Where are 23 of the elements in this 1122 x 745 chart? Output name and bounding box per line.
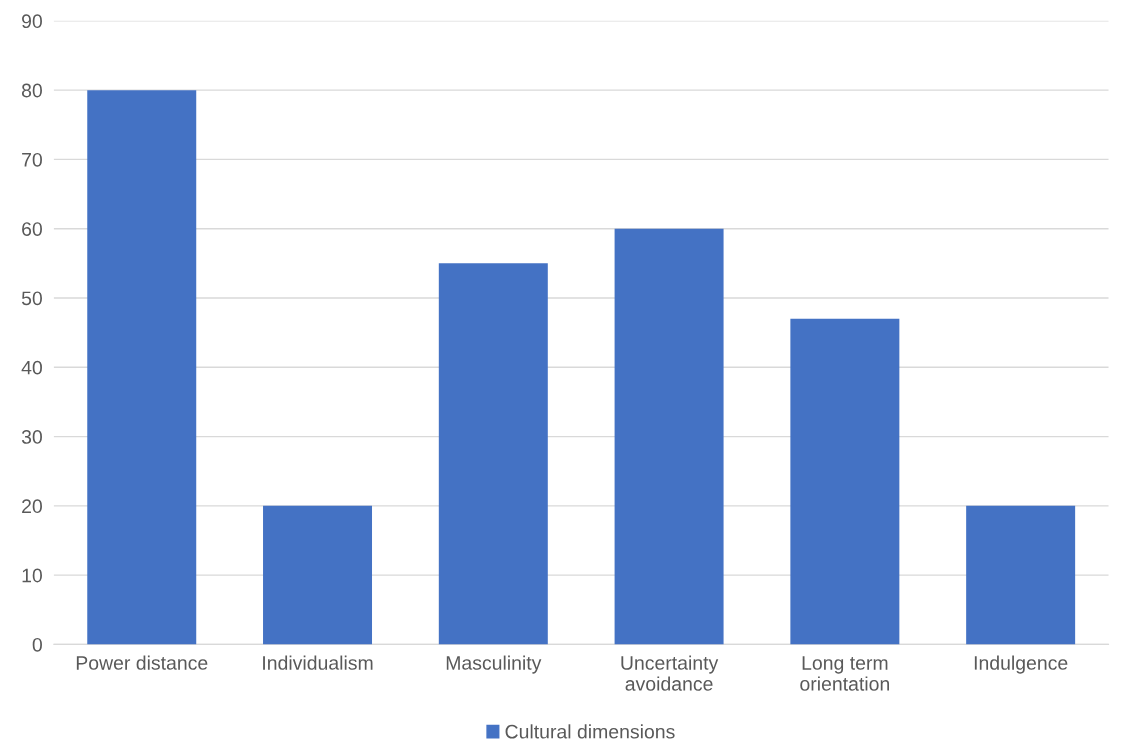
x-tick-label: Individualism — [263, 655, 373, 670]
y-tick-label: 10 — [22, 568, 42, 583]
y-tick-label: 40 — [21, 360, 42, 375]
y-tick-label: 70 — [22, 152, 42, 167]
bar — [263, 505, 373, 645]
bar — [790, 318, 900, 645]
bar — [614, 228, 724, 645]
legend-label: Cultural dimensions — [505, 724, 675, 739]
y-tick-label: 60 — [22, 222, 42, 236]
y-tick-label: 80 — [21, 83, 42, 98]
x-tick-label: Power distance — [76, 655, 208, 670]
x-tick-label: Indulgence — [974, 655, 1068, 674]
bar — [87, 90, 197, 645]
y-tick-label: 90 — [22, 14, 42, 29]
y-tick-label: 20 — [22, 499, 42, 514]
bar — [966, 505, 1076, 645]
y-tick-label: 30 — [21, 430, 42, 444]
y-tick-label: 50 — [21, 291, 42, 306]
x-tick-label: Long term orientation — [800, 656, 890, 691]
x-tick-label: Masculinity — [446, 655, 542, 674]
x-tick-label: Uncertainty avoidance — [621, 655, 719, 691]
y-tick-label: 0 — [32, 637, 42, 652]
bar — [438, 263, 548, 645]
